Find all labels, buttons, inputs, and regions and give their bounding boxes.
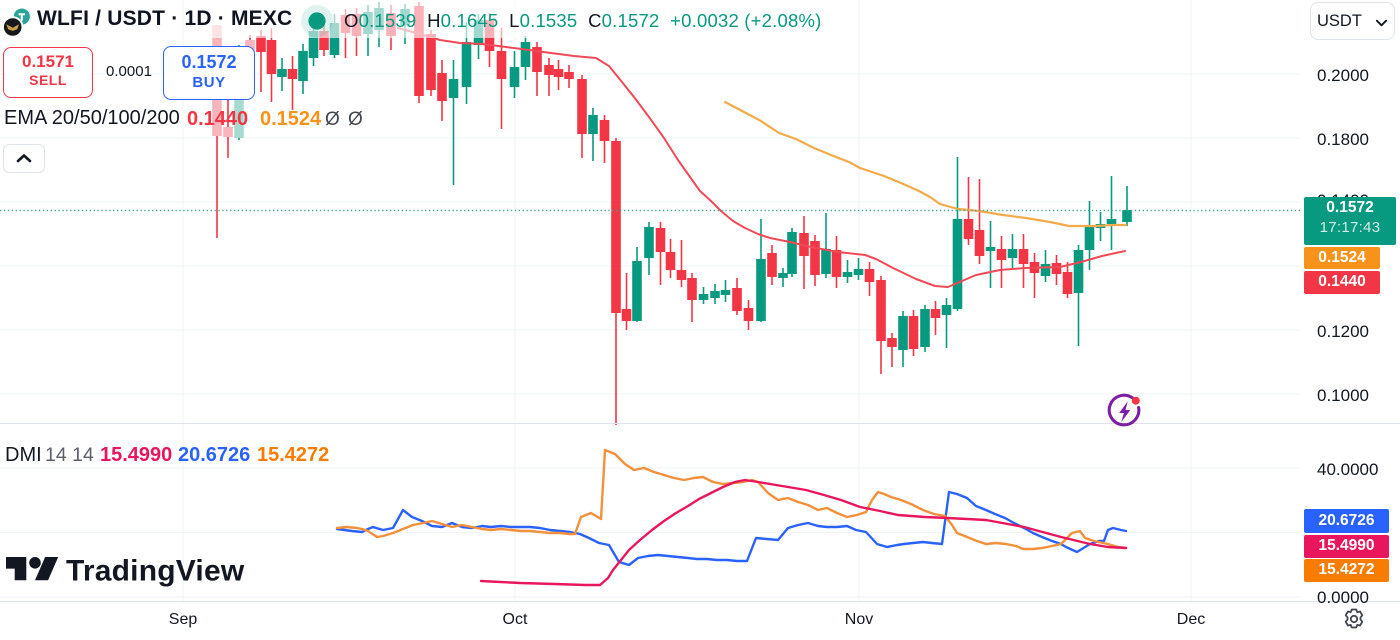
- svg-text:TradingView: TradingView: [66, 555, 245, 588]
